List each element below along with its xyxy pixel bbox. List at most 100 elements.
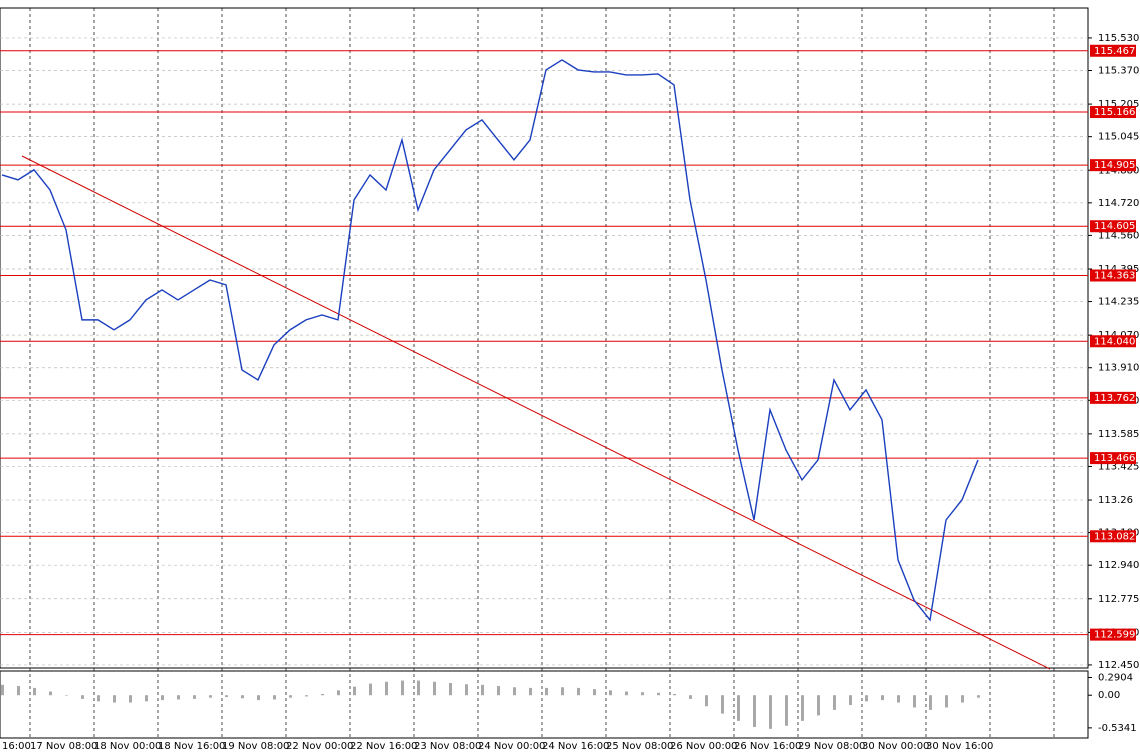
x-tick-label: 26 Nov 00:00 bbox=[670, 741, 737, 752]
histogram-bar bbox=[497, 686, 500, 696]
x-tick-label: 16:00 bbox=[2, 741, 31, 752]
histogram-bar bbox=[209, 695, 212, 698]
level-box bbox=[1090, 106, 1136, 119]
histogram-bar bbox=[97, 695, 100, 702]
level-text: 112.599 bbox=[1094, 630, 1135, 641]
histogram-bar bbox=[305, 695, 308, 697]
histogram-bar bbox=[449, 683, 452, 696]
x-tick-label: 30 Nov 00:00 bbox=[862, 741, 929, 752]
x-tick-label: 24 Nov 16:00 bbox=[542, 741, 609, 752]
histogram-bar bbox=[913, 695, 916, 708]
level-text: 114.605 bbox=[1094, 221, 1135, 232]
level-box bbox=[1090, 391, 1136, 404]
histogram-bar bbox=[17, 686, 20, 696]
trend-line bbox=[21, 155, 1051, 670]
y-tick-label: -0.5341 bbox=[1098, 723, 1137, 734]
histogram-bar bbox=[417, 680, 420, 696]
histogram-bar bbox=[257, 695, 260, 701]
histogram-bar bbox=[65, 695, 68, 696]
histogram-bar bbox=[273, 695, 276, 700]
x-tick-label: 22 Nov 00:00 bbox=[286, 741, 353, 752]
y-tick-label: 115.205 bbox=[1098, 99, 1139, 110]
y-tick-label: 115.370 bbox=[1098, 65, 1139, 76]
x-tick-label: 24 Nov 00:00 bbox=[478, 741, 545, 752]
x-tick-label: 19 Nov 08:00 bbox=[222, 741, 289, 752]
level-box bbox=[1090, 335, 1136, 348]
y-tick-label: 0.00 bbox=[1098, 690, 1120, 701]
histogram-bar bbox=[225, 695, 228, 698]
histogram-bar bbox=[673, 694, 676, 696]
histogram-bar bbox=[145, 695, 148, 702]
level-box bbox=[1090, 220, 1136, 233]
level-text: 113.466 bbox=[1094, 453, 1135, 464]
y-tick-label: 113.425 bbox=[1098, 461, 1139, 472]
y-tick-label: 112.775 bbox=[1098, 594, 1139, 605]
histogram-bar bbox=[177, 695, 180, 700]
y-tick-label: 113.910 bbox=[1098, 363, 1139, 374]
histogram-bar bbox=[929, 695, 932, 710]
x-tick-label: 18 Nov 16:00 bbox=[158, 741, 225, 752]
histogram-bar bbox=[705, 695, 708, 707]
histogram-bar bbox=[337, 690, 340, 696]
level-label: 113.082 bbox=[1090, 530, 1136, 543]
level-label: 114.040 bbox=[1090, 335, 1136, 348]
x-tick-label: 25 Nov 08:00 bbox=[606, 741, 673, 752]
histogram-bar bbox=[241, 695, 244, 699]
level-label: 114.605 bbox=[1090, 220, 1136, 233]
x-tick-label: 18 Nov 00:00 bbox=[94, 741, 161, 752]
histogram-bar bbox=[881, 695, 884, 701]
level-label: 113.466 bbox=[1090, 452, 1136, 465]
histogram-bar bbox=[433, 681, 436, 696]
y-tick-label: 0.2904 bbox=[1098, 672, 1133, 683]
x-tick-label: 26 Nov 16:00 bbox=[734, 741, 801, 752]
x-tick-label: 22 Nov 16:00 bbox=[350, 741, 417, 752]
level-text: 114.363 bbox=[1094, 271, 1135, 282]
level-label: 113.762 bbox=[1090, 391, 1136, 404]
main-panel bbox=[0, 7, 1089, 669]
level-label: 112.599 bbox=[1090, 628, 1136, 641]
histogram-bar bbox=[577, 687, 580, 696]
histogram-bar bbox=[33, 687, 36, 696]
histogram-bar bbox=[977, 695, 980, 698]
histogram-bar bbox=[657, 692, 660, 696]
level-text: 114.040 bbox=[1094, 336, 1135, 347]
histogram-bar bbox=[321, 694, 324, 696]
histogram-bar bbox=[401, 680, 404, 696]
histogram-bar bbox=[593, 689, 596, 696]
histogram-bar bbox=[641, 692, 644, 696]
histogram-bar bbox=[545, 687, 548, 696]
y-tick-label: 114.235 bbox=[1098, 297, 1139, 308]
y-tick-label: 112.940 bbox=[1098, 560, 1139, 571]
histogram-bar bbox=[465, 684, 468, 696]
histogram-bar bbox=[369, 683, 372, 696]
histogram-bar bbox=[625, 691, 628, 696]
histogram-bar bbox=[129, 695, 132, 703]
histogram-bar bbox=[833, 695, 836, 710]
price-line bbox=[1, 59, 979, 622]
y-tick-label: 114.560 bbox=[1098, 230, 1139, 241]
histogram-bar bbox=[945, 695, 948, 708]
level-box bbox=[1090, 628, 1136, 641]
histogram-bar bbox=[481, 684, 484, 696]
level-box bbox=[1090, 530, 1136, 543]
y-tick-label: 115.045 bbox=[1098, 132, 1139, 143]
level-text: 113.082 bbox=[1094, 531, 1135, 542]
x-tick-label: 29 Nov 08:00 bbox=[798, 741, 865, 752]
histogram-bar bbox=[721, 695, 724, 714]
histogram-bar bbox=[689, 695, 692, 699]
x-tick-label: 23 Nov 08:00 bbox=[414, 741, 481, 752]
level-label: 114.363 bbox=[1090, 269, 1136, 282]
histogram-bar bbox=[849, 695, 852, 705]
histogram-bar bbox=[961, 695, 964, 703]
y-tick-label: 113.585 bbox=[1098, 429, 1139, 440]
histogram-bar bbox=[737, 695, 740, 721]
histogram-bar bbox=[1, 684, 4, 696]
histogram-bar bbox=[801, 695, 804, 721]
histogram-bar bbox=[113, 695, 116, 703]
level-text: 115.166 bbox=[1094, 107, 1135, 118]
histogram-bar bbox=[289, 695, 292, 698]
y-tick-label: 112.450 bbox=[1098, 660, 1139, 671]
histogram-bar bbox=[161, 695, 164, 701]
